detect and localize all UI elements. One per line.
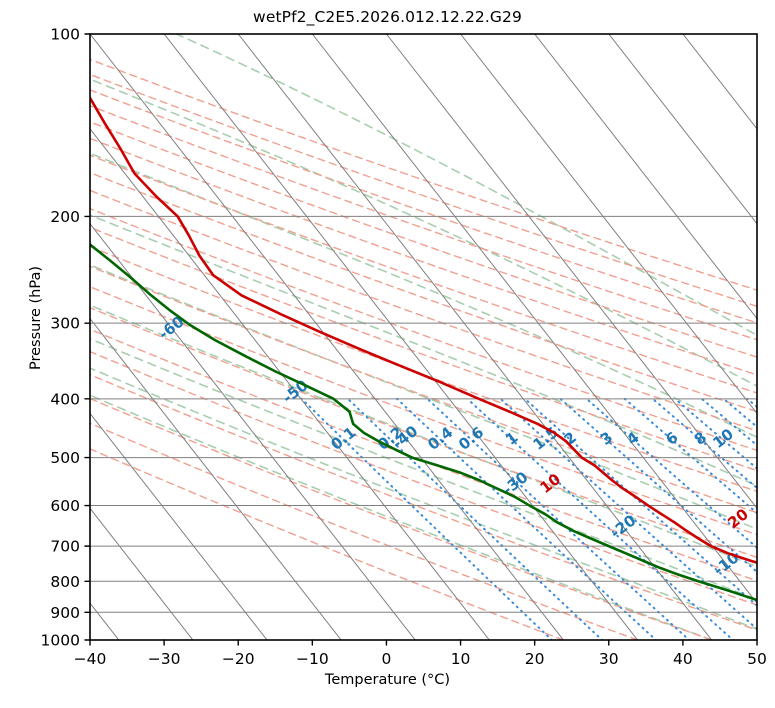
ytick-label-500: 500 [50, 449, 80, 467]
moist-adiabat--10 [90, 367, 757, 630]
isotherm--50 [90, 128, 490, 640]
dry-adiabat--30 [90, 422, 639, 640]
ytick-label-400: 400 [50, 390, 80, 408]
dry-adiabat-lines [90, 58, 757, 640]
isotherm-20 [534, 34, 757, 320]
dewpoint-line [90, 242, 757, 602]
mixing-ratio-0.6 [426, 397, 691, 640]
temperature-line [90, 95, 757, 564]
xtick-label-0: 0 [382, 650, 392, 668]
xtick-label-30: 30 [599, 650, 619, 668]
isotherm--60 [90, 222, 416, 640]
ytick-label-200: 200 [50, 208, 80, 226]
mixing-ratio-1 [466, 397, 735, 640]
xtick-label--40: −40 [74, 650, 107, 668]
dry-adiabat--40 [90, 448, 565, 640]
dry-adiabat-0 [90, 350, 757, 606]
xtick-label--20: −20 [222, 650, 255, 668]
dry-adiabat--10 [90, 373, 757, 631]
xtick-label-10: 10 [451, 650, 471, 668]
isotherm--20 [237, 34, 713, 640]
xtick-label-40: 40 [673, 650, 693, 668]
mixing-ratio-0.2 [346, 397, 604, 640]
isotherm--70 [90, 317, 342, 640]
xtick-label-50: 50 [747, 650, 767, 668]
plot-border [89, 33, 758, 641]
dry-adiabat-70 [90, 207, 757, 452]
ytick-label-1000: 1000 [41, 632, 80, 650]
dry-adiabat-10 [90, 328, 757, 582]
mixing-ratio-25 [771, 399, 775, 653]
mixing-ratio-2 [523, 397, 757, 607]
ytick-label-800: 800 [50, 573, 80, 591]
dry-adiabat-150 [90, 73, 757, 308]
axis-ticks: −40 −30 −20 −10 0 10 20 30 40 50 100 200 300 400 500 60… [41, 26, 767, 669]
isotherm--80 [90, 412, 268, 640]
dry-adiabat-160 [90, 58, 757, 291]
ytick-label-700: 700 [50, 538, 80, 556]
ytick-label-100: 100 [50, 26, 80, 44]
isotherm-lines [0, 34, 757, 640]
xtick-label-20: 20 [525, 650, 545, 668]
mixing-ratio-6 [623, 397, 757, 515]
dry-adiabat-130 [90, 104, 757, 341]
dewpoint-profile-curve[interactable] [11, 34, 775, 612]
mixing-ratio-0.1 [300, 397, 554, 640]
mixing-ratio-0.4 [396, 397, 658, 640]
isotherm--110 [0, 34, 45, 640]
dry-adiabat-40 [90, 265, 757, 514]
x-axis-title: Temperature (°C) [324, 672, 451, 688]
ytick-label-900: 900 [50, 604, 80, 622]
isotherm--30 [163, 34, 639, 640]
plot-background [90, 34, 757, 640]
mixing-ratio-lines [300, 397, 775, 653]
dry-adiabat-60 [90, 226, 757, 472]
xtick-label--30: −30 [148, 650, 181, 668]
dry-adiabat-50 [90, 245, 757, 493]
isotherm--10 [311, 34, 757, 604]
ytick-label-600: 600 [50, 497, 80, 515]
dry-adiabat--20 [90, 397, 713, 640]
isotherm--90 [90, 507, 194, 640]
moist-adiabat-10 [90, 304, 757, 568]
moist-adiabat-40 [90, 152, 757, 439]
moist-adiabat-20 [90, 264, 757, 531]
isotherm-10 [460, 34, 757, 415]
xtick-label--10: −10 [296, 650, 329, 668]
isotherm--40 [90, 34, 564, 640]
moist-adiabat--20 [90, 394, 713, 640]
temperature-profile-curve[interactable] [42, 34, 775, 612]
isotherm-0 [385, 34, 757, 510]
isotherm-30 [608, 34, 757, 225]
page-title: wetPf2_C2E5.2026.012.12.22.G29 [253, 8, 522, 26]
mixing-ratio-1.5 [499, 397, 757, 631]
ytick-label-300: 300 [50, 315, 80, 333]
dry-adiabat-140 [90, 89, 757, 324]
isotherm-50 [756, 34, 757, 35]
